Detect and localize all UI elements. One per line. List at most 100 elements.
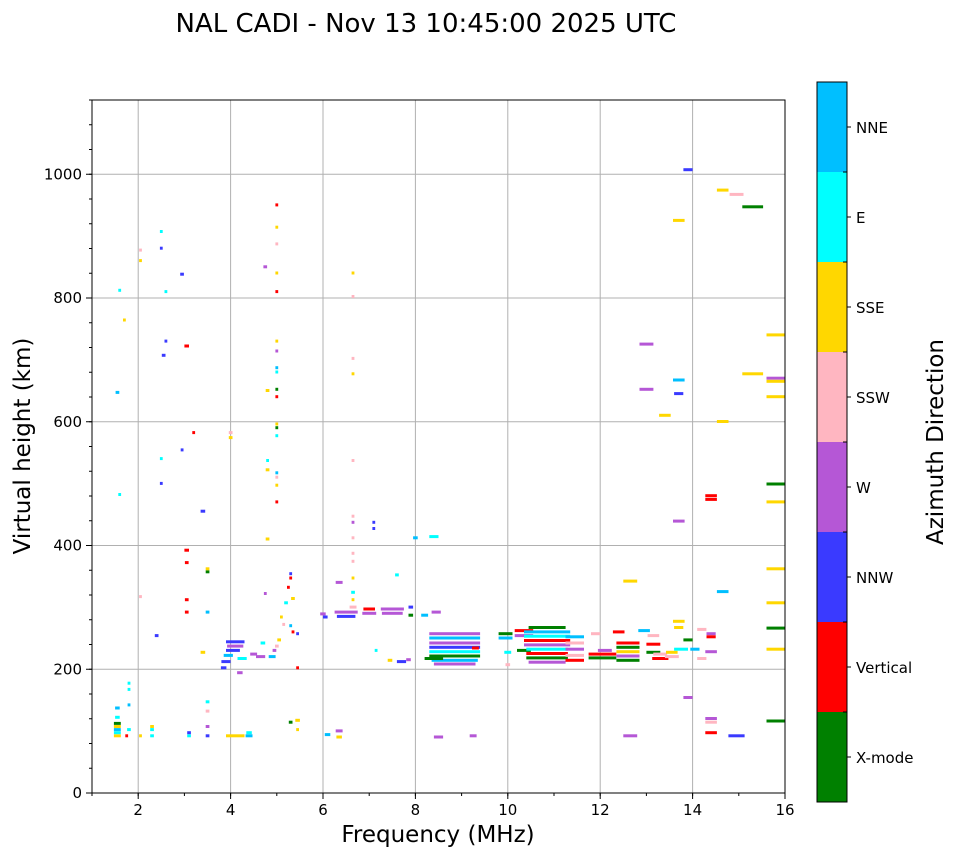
echo-ssw bbox=[705, 720, 717, 724]
echo-x-mode bbox=[683, 638, 693, 642]
echo-nnw bbox=[408, 605, 414, 609]
echo-vertical bbox=[184, 548, 189, 552]
echo-x-mode bbox=[275, 387, 279, 391]
echo-sse bbox=[351, 576, 355, 580]
x-tick-label: 14 bbox=[683, 801, 702, 819]
echo-sse bbox=[766, 647, 785, 651]
echo-ssw bbox=[139, 248, 142, 252]
x-tick-label: 6 bbox=[318, 801, 328, 819]
echo-vertical bbox=[125, 734, 129, 738]
echo-ssw bbox=[205, 709, 210, 713]
echo-nne bbox=[421, 613, 429, 617]
echo-w bbox=[616, 654, 640, 658]
x-tick-label: 2 bbox=[133, 801, 143, 819]
echo-nnw bbox=[180, 272, 184, 276]
colorbar-label: Azimuth Direction bbox=[923, 339, 949, 545]
echo-w bbox=[263, 265, 268, 269]
echo-nnw bbox=[187, 731, 191, 735]
echo-vertical bbox=[275, 395, 279, 399]
echo-ssw bbox=[351, 536, 355, 540]
echo-ssw bbox=[729, 192, 744, 196]
echo-e bbox=[374, 648, 378, 652]
echo-x-mode bbox=[408, 613, 414, 617]
colorbar-swatch-nnw bbox=[817, 532, 847, 622]
echo-sse bbox=[766, 567, 785, 571]
echo-vertical bbox=[275, 500, 279, 504]
echo-e bbox=[275, 434, 279, 438]
echo-vertical bbox=[565, 658, 584, 662]
echo-nnw bbox=[161, 353, 166, 357]
echo-w bbox=[362, 611, 377, 615]
echo-sse bbox=[113, 725, 121, 728]
echo-e bbox=[246, 731, 252, 735]
x-tick-label: 16 bbox=[775, 801, 794, 819]
y-axis-label: Virtual height (km) bbox=[10, 338, 36, 555]
echo-sse bbox=[275, 225, 279, 229]
echo-sse bbox=[296, 728, 299, 732]
echo-sse bbox=[616, 650, 640, 654]
echo-nne bbox=[524, 630, 571, 634]
echo-vertical bbox=[646, 642, 661, 646]
echo-sse bbox=[275, 483, 279, 487]
colorbar-label-nnw: NNW bbox=[856, 569, 893, 587]
echo-nne bbox=[115, 390, 120, 394]
echo-x-mode bbox=[113, 721, 121, 725]
echo-nne bbox=[223, 653, 233, 657]
echo-ssw bbox=[351, 459, 355, 462]
echo-sse bbox=[716, 420, 729, 423]
echo-w bbox=[431, 610, 441, 614]
echo-vertical bbox=[363, 607, 375, 611]
echo-sse bbox=[666, 650, 678, 654]
y-axis-ticks: 0 200 400 600 800 1000 bbox=[44, 99, 92, 802]
echo-ssw bbox=[505, 663, 511, 667]
echo-sse bbox=[226, 734, 245, 738]
echo-nne bbox=[275, 471, 279, 475]
echo-ssw bbox=[647, 634, 660, 638]
echo-nnw bbox=[323, 615, 328, 619]
echo-sse bbox=[659, 413, 671, 417]
echo-vertical bbox=[472, 646, 479, 650]
echo-vertical bbox=[291, 630, 295, 634]
echo-nne bbox=[205, 610, 210, 614]
echo-nnw bbox=[728, 734, 745, 738]
echo-vertical bbox=[524, 639, 571, 642]
echo-sse bbox=[351, 598, 355, 602]
echo-ssw bbox=[351, 551, 355, 555]
echo-vertical bbox=[705, 494, 717, 498]
echo-x-mode bbox=[766, 719, 785, 723]
colorbar-label-x-mode: X-mode bbox=[856, 749, 913, 767]
colorbar-frame bbox=[816, 81, 848, 803]
echo-ssw bbox=[351, 295, 355, 298]
y-tick-label: 0 bbox=[72, 784, 82, 802]
echo-ssw bbox=[351, 356, 355, 360]
echo-marks bbox=[113, 168, 785, 739]
echo-x-mode bbox=[424, 657, 444, 660]
echo-sse bbox=[150, 725, 154, 728]
echo-sse bbox=[295, 718, 300, 722]
echo-sse bbox=[280, 615, 283, 619]
echo-w bbox=[469, 734, 477, 738]
echo-sse bbox=[766, 333, 785, 337]
echo-nne bbox=[413, 536, 418, 540]
echo-x-mode bbox=[526, 656, 568, 660]
echo-nne bbox=[275, 366, 279, 370]
colorbar-label-sse: SSE bbox=[856, 299, 885, 317]
echo-nne bbox=[498, 636, 513, 640]
echo-x-mode bbox=[616, 645, 640, 649]
echo-e bbox=[113, 731, 121, 735]
echo-ssw bbox=[282, 622, 286, 626]
echo-sse bbox=[275, 339, 279, 343]
echo-e bbox=[150, 728, 154, 732]
echo-nnw bbox=[159, 246, 163, 250]
echo-ssw bbox=[653, 652, 668, 656]
echo-w bbox=[335, 729, 343, 733]
echo-w bbox=[433, 735, 444, 739]
echo-w bbox=[334, 610, 358, 614]
echo-nne bbox=[324, 733, 331, 737]
echo-sse bbox=[766, 395, 785, 399]
echo-vertical bbox=[184, 598, 189, 602]
echo-e bbox=[127, 687, 131, 691]
echo-e bbox=[284, 601, 288, 605]
echo-vertical bbox=[616, 641, 640, 645]
echo-sse bbox=[674, 626, 684, 629]
